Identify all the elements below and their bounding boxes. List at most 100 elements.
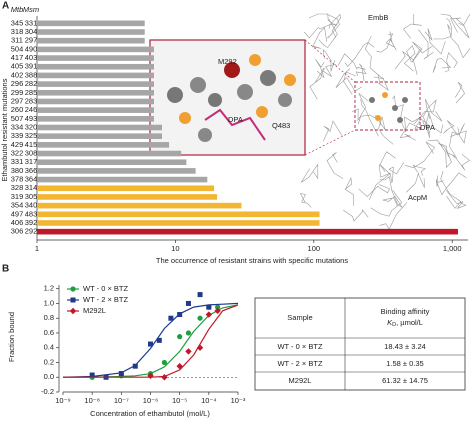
ligand-label: DPA: [420, 123, 435, 132]
structure-atom: [382, 92, 388, 98]
row-label: 340: [25, 201, 38, 210]
table-cell: WT - 2 × BTZ: [277, 359, 322, 368]
data-point: [147, 372, 154, 379]
y-tick-label: 0.6: [44, 328, 54, 337]
structure-strand: [357, 114, 381, 126]
data-point: [156, 337, 162, 343]
row-label: 388: [25, 70, 38, 79]
structure-strand: [370, 189, 403, 217]
structure-strand: [440, 170, 462, 209]
row-label: 331: [25, 18, 38, 27]
row-label: 354: [11, 201, 24, 210]
structure-strand: [450, 13, 471, 33]
bar: [37, 211, 320, 218]
data-point: [185, 348, 192, 355]
zoom-line: [304, 129, 356, 156]
column-header: Msm: [23, 5, 39, 14]
bar: [37, 89, 154, 96]
x-tick-label: 10: [171, 244, 179, 253]
structure-strand: [403, 13, 422, 39]
x-tick-label: 10⁻⁶: [143, 396, 158, 405]
fit-curve: [63, 304, 239, 378]
structure-strand: [337, 53, 366, 70]
data-point: [185, 300, 191, 306]
row-label: 504: [11, 44, 24, 53]
inset-spheres: [167, 54, 296, 142]
structure-strand: [369, 163, 391, 200]
row-label: 339: [11, 131, 24, 140]
structure-strand: [378, 151, 396, 182]
data-point: [215, 304, 221, 310]
structure-strand: [308, 13, 337, 27]
structure-strand: [364, 36, 384, 80]
structure-strand: [322, 48, 336, 72]
data-point: [118, 371, 124, 377]
data-point: [168, 315, 174, 321]
structure-strand: [343, 71, 356, 95]
panel-label: A: [2, 1, 9, 12]
structure-strand: [433, 36, 471, 59]
structure-strand: [326, 13, 340, 39]
bar: [37, 202, 242, 209]
row-label: 507: [11, 114, 24, 123]
kd-unit: , µmol/L: [396, 318, 423, 327]
bar: [37, 124, 162, 131]
structure-strand: [446, 17, 452, 38]
table-header: Sample: [287, 313, 312, 322]
bar: [37, 72, 154, 79]
data-point: [185, 330, 192, 336]
legend-marker: [69, 307, 77, 315]
data-point: [197, 315, 203, 321]
y-tick-label: 0.0: [44, 372, 54, 381]
row-label: 392: [25, 218, 38, 227]
x-tick-label: 10⁻⁸: [84, 396, 99, 405]
structure-atom: [397, 117, 403, 123]
row-label: 331: [11, 157, 24, 166]
bar: [37, 116, 154, 122]
column-header: Mtb: [11, 5, 24, 14]
structure-strand: [322, 64, 337, 77]
structure-strand: [323, 120, 343, 142]
legend-label: M292L: [83, 306, 106, 315]
row-label: 311: [11, 36, 23, 45]
structure-strand: [376, 33, 394, 53]
structure-atom: [392, 105, 398, 111]
zoom-box: [354, 81, 421, 131]
bar: [37, 133, 162, 139]
row-label: 378: [11, 175, 24, 184]
structure-strand: [435, 172, 467, 196]
structure-atom: [369, 97, 375, 103]
structure-strand: [438, 143, 456, 158]
table-cell: 18.43 ± 3.24: [384, 342, 426, 351]
structure-strand: [455, 81, 465, 104]
structure-atom: [402, 97, 408, 103]
legend-marker: [70, 286, 76, 292]
bar: [37, 20, 145, 27]
data-point: [205, 311, 213, 318]
bar: [37, 185, 214, 192]
legend-marker: [70, 297, 76, 303]
structure-strand: [405, 172, 425, 193]
structure-strand: [351, 92, 369, 122]
structure-strand: [304, 24, 331, 39]
row-label: 402: [11, 70, 24, 79]
structure-strand: [318, 18, 338, 48]
data-point: [197, 292, 203, 298]
row-label: 297: [11, 96, 24, 105]
residue-label: Q483: [272, 121, 290, 130]
row-label: 405: [11, 62, 24, 71]
row-label: 305: [25, 192, 38, 201]
structure-strand: [418, 29, 434, 60]
structure-strand: [374, 115, 394, 145]
row-label: 364: [25, 175, 38, 184]
structure-strand: [404, 115, 431, 133]
row-label: 366: [25, 166, 38, 175]
bar: [37, 37, 145, 44]
row-label: 285: [25, 88, 38, 97]
row-label: 391: [25, 62, 38, 71]
structure-strand: [309, 67, 324, 100]
y-tick-label: 0.2: [44, 357, 54, 366]
table-cell: 1.58 ± 0.35: [386, 359, 423, 368]
row-label: 415: [25, 140, 38, 149]
